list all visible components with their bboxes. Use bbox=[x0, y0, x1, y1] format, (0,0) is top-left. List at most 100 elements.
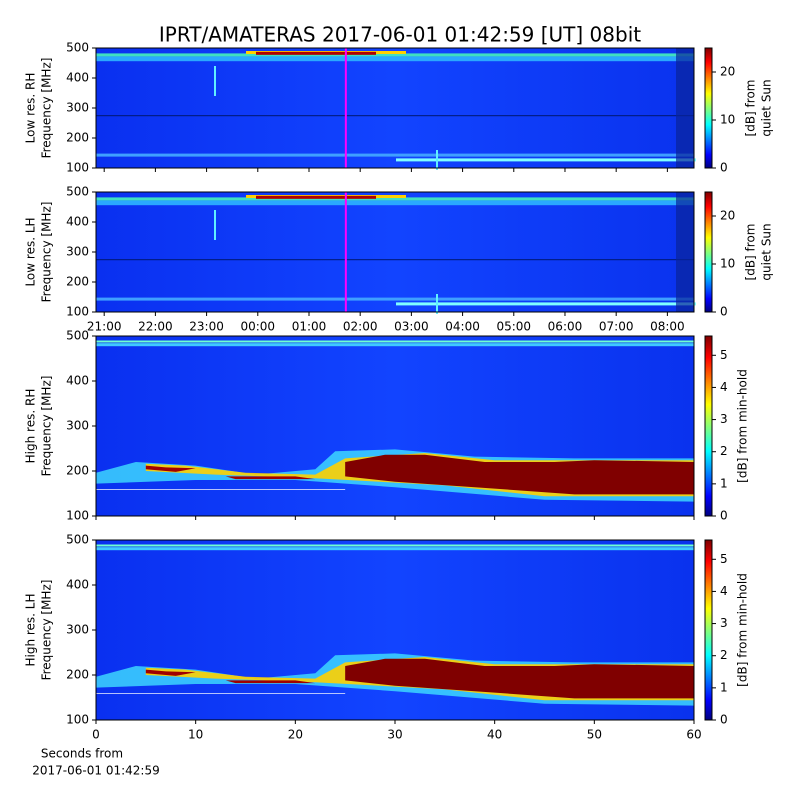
texture bbox=[396, 302, 696, 306]
colorbar-tick-label: 20 bbox=[720, 65, 735, 79]
spectrogram bbox=[96, 540, 695, 720]
colorbar-tick-label: 4 bbox=[720, 380, 728, 394]
x-tick-label: 10 bbox=[188, 728, 203, 742]
spectrogram bbox=[96, 336, 695, 516]
y-tick-label: 100 bbox=[66, 305, 89, 319]
x-tick-label: 07:00 bbox=[599, 320, 634, 334]
colorbar-label: [dB] from min-hold bbox=[736, 573, 750, 687]
colorbar-label: [dB] from bbox=[744, 224, 758, 281]
spectrogram-background bbox=[96, 192, 694, 312]
texture bbox=[256, 195, 376, 199]
texture bbox=[436, 294, 438, 314]
texture bbox=[345, 454, 694, 495]
x-tick-label: 05:00 bbox=[496, 320, 531, 334]
texture bbox=[96, 547, 694, 551]
x-axis-label: 2017-06-01 01:42:59 bbox=[32, 764, 159, 778]
texture bbox=[676, 48, 694, 168]
texture bbox=[214, 66, 216, 96]
colorbar-label: quiet Sun bbox=[760, 223, 774, 280]
colorbar-tick-label: 5 bbox=[720, 552, 728, 566]
spectrogram bbox=[96, 192, 696, 314]
texture bbox=[96, 115, 694, 117]
spectrogram-background bbox=[96, 48, 694, 168]
y-tick-label: 500 bbox=[66, 533, 89, 547]
texture bbox=[145, 669, 196, 676]
x-tick-label: 04:00 bbox=[445, 320, 480, 334]
texture bbox=[96, 489, 346, 490]
y-axis-label: Low res. LH bbox=[24, 217, 38, 286]
x-tick-label: 50 bbox=[587, 728, 602, 742]
x-tick-label: 00:00 bbox=[240, 320, 275, 334]
spectrogram bbox=[96, 48, 696, 170]
y-tick-label: 200 bbox=[66, 668, 89, 682]
x-tick-label: 30 bbox=[387, 728, 402, 742]
texture bbox=[436, 150, 438, 170]
colorbar-tick-label: 0 bbox=[720, 161, 728, 175]
y-tick-label: 500 bbox=[66, 185, 89, 199]
colorbar-tick-label: 10 bbox=[720, 113, 735, 127]
colorbar-tick-label: 2 bbox=[720, 648, 728, 662]
texture bbox=[96, 197, 694, 201]
colorbar-tick-label: 3 bbox=[720, 412, 728, 426]
y-tick-label: 500 bbox=[66, 329, 89, 343]
colorbar bbox=[704, 539, 713, 721]
y-tick-label: 400 bbox=[66, 215, 89, 229]
texture bbox=[345, 658, 694, 699]
colorbar-tick-label: 0 bbox=[720, 713, 728, 727]
y-tick-label: 200 bbox=[66, 464, 89, 478]
colorbar-tick-label: 0 bbox=[720, 305, 728, 319]
y-tick-label: 400 bbox=[66, 374, 89, 388]
texture bbox=[96, 53, 694, 57]
colorbar-tick-label: 3 bbox=[720, 616, 728, 630]
colorbar bbox=[704, 47, 713, 169]
colorbar-tick-label: 4 bbox=[720, 584, 728, 598]
x-tick-label: 01:00 bbox=[292, 320, 327, 334]
texture bbox=[225, 680, 316, 684]
x-tick-label: 20 bbox=[288, 728, 303, 742]
x-tick-label: 02:00 bbox=[343, 320, 378, 334]
y-tick-label: 200 bbox=[66, 131, 89, 145]
y-tick-label: 300 bbox=[66, 245, 89, 259]
colorbar-tick-label: 20 bbox=[720, 209, 735, 223]
y-axis-label: Frequency [MHz] bbox=[40, 376, 54, 477]
y-tick-label: 100 bbox=[66, 161, 89, 175]
texture bbox=[96, 343, 694, 347]
colorbar-tick-label: 0 bbox=[720, 509, 728, 523]
colorbar-tick-label: 10 bbox=[720, 257, 735, 271]
x-tick-label: 23:00 bbox=[189, 320, 224, 334]
y-tick-label: 100 bbox=[66, 509, 89, 523]
texture bbox=[96, 693, 346, 694]
y-axis-label: High res. RH bbox=[24, 389, 38, 464]
x-tick-label: 06:00 bbox=[548, 320, 583, 334]
y-axis-label: Low res. RH bbox=[24, 73, 38, 144]
figure-title: IPRT/AMATERAS 2017-06-01 01:42:59 [UT] 0… bbox=[159, 23, 641, 47]
y-tick-label: 400 bbox=[66, 578, 89, 592]
y-tick-label: 100 bbox=[66, 713, 89, 727]
y-tick-label: 300 bbox=[66, 623, 89, 637]
y-tick-label: 500 bbox=[66, 41, 89, 55]
colorbar-tick-label: 5 bbox=[720, 348, 728, 362]
x-tick-label: 08:00 bbox=[650, 320, 685, 334]
texture bbox=[96, 297, 694, 301]
texture bbox=[145, 465, 196, 472]
x-tick-label: 0 bbox=[92, 728, 100, 742]
texture bbox=[96, 153, 694, 157]
texture bbox=[96, 200, 694, 206]
x-tick-label: 22:00 bbox=[138, 320, 173, 334]
colorbar-label: quiet Sun bbox=[760, 79, 774, 136]
colorbar-tick-label: 1 bbox=[720, 680, 728, 694]
y-axis-label: High res. LH bbox=[24, 593, 38, 666]
y-tick-label: 300 bbox=[66, 101, 89, 115]
colorbar-tick-label: 2 bbox=[720, 444, 728, 458]
x-tick-label: 60 bbox=[686, 728, 701, 742]
y-axis-label: Frequency [MHz] bbox=[40, 202, 54, 303]
colorbar-label: [dB] from bbox=[744, 80, 758, 137]
y-axis-label: Frequency [MHz] bbox=[40, 580, 54, 681]
y-axis-label: Frequency [MHz] bbox=[40, 58, 54, 159]
y-tick-label: 400 bbox=[66, 71, 89, 85]
texture bbox=[256, 51, 376, 55]
texture bbox=[396, 158, 696, 162]
texture bbox=[96, 340, 694, 343]
x-tick-label: 40 bbox=[487, 728, 502, 742]
